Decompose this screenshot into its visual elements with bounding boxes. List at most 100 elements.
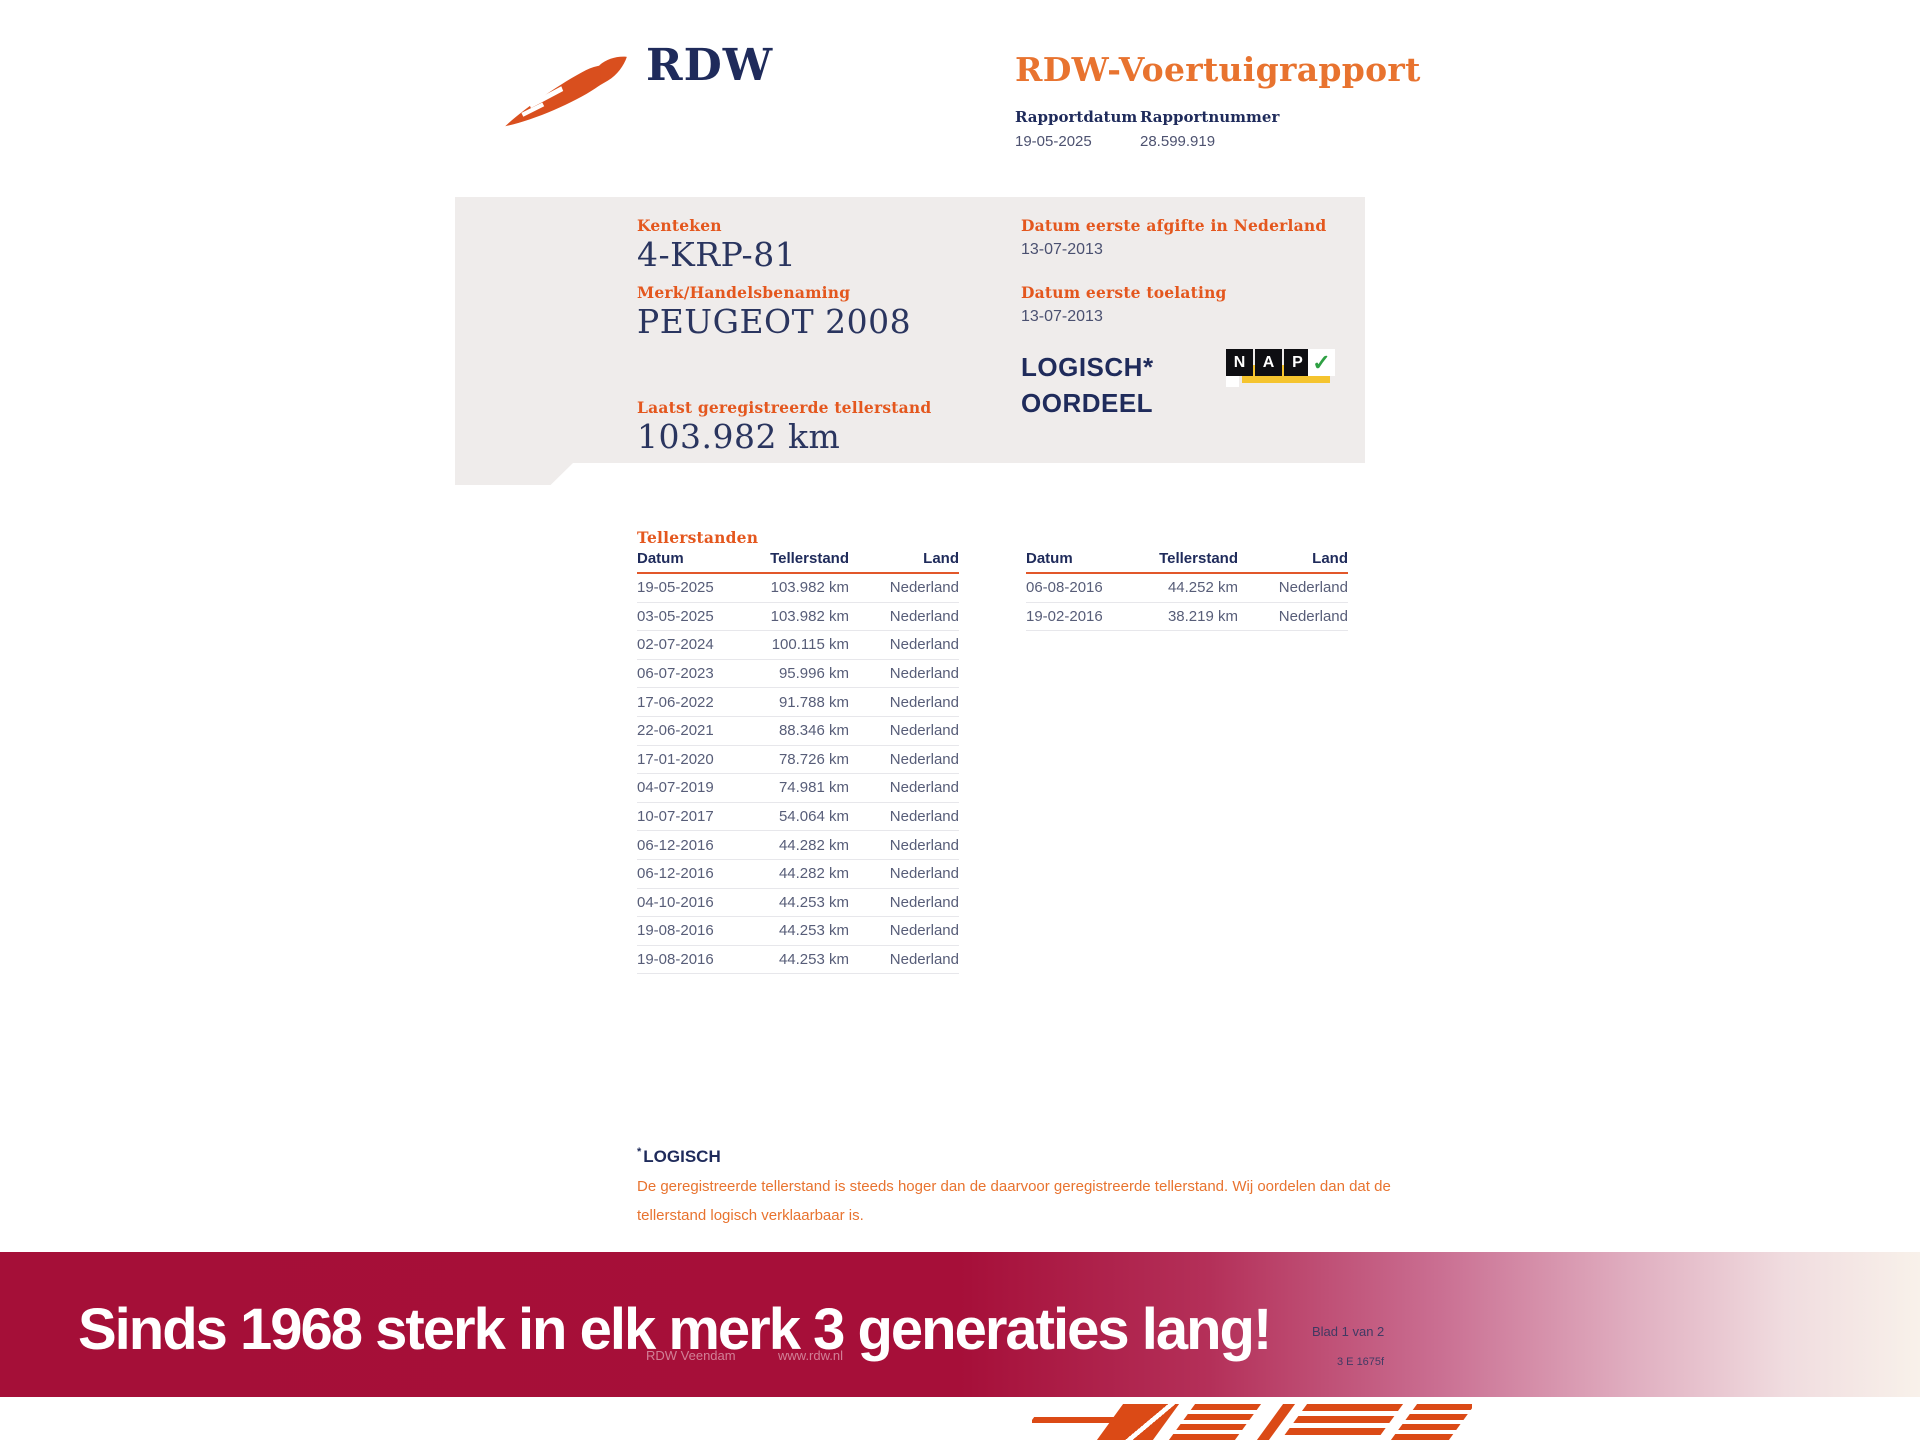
- table-row: 22-06-2021 88.346 km Nederland: [637, 717, 959, 746]
- table-row: 04-07-2019 74.981 km Nederland: [637, 774, 959, 803]
- tellerstand-label: Laatst geregistreerde tellerstand: [637, 398, 932, 417]
- cell-land: Nederland: [889, 636, 959, 654]
- vehicle-summary-box: Kenteken 4-KRP-81 Merk/Handelsbenaming P…: [455, 197, 1365, 463]
- header-tellerstand: Tellerstand: [1159, 550, 1238, 567]
- report-number-label: Rapportnummer: [1140, 108, 1280, 126]
- rdw-wing-icon: [498, 54, 636, 130]
- table-row: 19-08-2016 44.253 km Nederland: [637, 946, 959, 975]
- cell-tellerstand: 100.115 km: [771, 636, 849, 654]
- table-row: 02-07-2024 100.115 km Nederland: [637, 631, 959, 660]
- cell-land: Nederland: [889, 607, 959, 625]
- table-row: 19-05-2025 103.982 km Nederland: [637, 574, 959, 603]
- report-date-value: 19-05-2025: [1015, 133, 1092, 150]
- cell-datum: 19-08-2016: [637, 922, 714, 940]
- table-body: 19-05-2025 103.982 km Nederland 03-05-2025 1…: [637, 574, 959, 975]
- cell-datum: 04-10-2016: [637, 893, 714, 911]
- ghost-page-number: Blad 1 van 2: [1312, 1324, 1385, 1339]
- table-row: 19-02-2016 38.219 km Nederland: [1026, 603, 1348, 632]
- kenteken-label: Kenteken: [637, 216, 722, 235]
- table-row: 06-08-2016 44.252 km Nederland: [1026, 574, 1348, 603]
- cell-land: Nederland: [889, 750, 959, 768]
- cell-land: Nederland: [889, 865, 959, 883]
- cell-tellerstand: 54.064 km: [778, 808, 849, 826]
- cell-tellerstand: 44.282 km: [778, 836, 849, 854]
- merk-value: PEUGEOT 2008: [637, 302, 912, 341]
- oordeel-text: LOGISCH* OORDEEL: [1021, 349, 1154, 421]
- cell-datum: 10-07-2017: [637, 808, 714, 826]
- header-land: Land: [1312, 550, 1348, 567]
- cell-land: Nederland: [889, 808, 959, 826]
- report-number-value: 28.599.919: [1140, 133, 1216, 150]
- nap-checkmark-icon: ✓: [1308, 349, 1335, 376]
- cell-tellerstand: 44.253 km: [778, 951, 849, 969]
- cell-land: Nederland: [889, 922, 959, 940]
- ghost-form-code: 3 E 1675f: [1337, 1356, 1385, 1368]
- cell-tellerstand: 78.726 km: [778, 750, 849, 768]
- kenteken-value: 4-KRP-81: [637, 235, 797, 274]
- table-row: 06-12-2016 44.282 km Nederland: [637, 831, 959, 860]
- rdw-wordmark: RDW: [646, 40, 774, 91]
- report-date-label: Rapportdatum: [1015, 108, 1138, 126]
- cell-land: Nederland: [889, 779, 959, 797]
- cell-datum: 06-07-2023: [637, 665, 714, 683]
- cell-datum: 19-02-2016: [1026, 607, 1103, 625]
- footnote-title-text: LOGISCH: [643, 1147, 721, 1166]
- cell-land: Nederland: [889, 893, 959, 911]
- cell-datum: 03-05-2025: [637, 607, 714, 625]
- cell-land: Nederland: [1278, 579, 1348, 597]
- cell-tellerstand: 103.982 km: [770, 579, 849, 597]
- cell-datum: 06-08-2016: [1026, 579, 1103, 597]
- table-body: 06-08-2016 44.252 km Nederland 19-02-2016 38…: [1026, 574, 1348, 632]
- footnote-title: * LOGISCH: [637, 1146, 721, 1167]
- table-row: 06-07-2023 95.996 km Nederland: [637, 660, 959, 689]
- cell-datum: 22-06-2021: [637, 722, 714, 740]
- header-tellerstand: Tellerstand: [770, 550, 849, 567]
- table-row: 03-05-2025 103.982 km Nederland: [637, 603, 959, 632]
- cell-tellerstand: 74.981 km: [778, 779, 849, 797]
- cell-tellerstand: 95.996 km: [778, 665, 849, 683]
- header-datum: Datum: [1026, 550, 1073, 567]
- cell-land: Nederland: [889, 722, 959, 740]
- cell-land: Nederland: [889, 951, 959, 969]
- cell-tellerstand: 91.788 km: [778, 693, 849, 711]
- nap-letter-n: N: [1226, 349, 1253, 376]
- table-row: 17-06-2022 91.788 km Nederland: [637, 688, 959, 717]
- nap-letter-a: A: [1255, 349, 1282, 376]
- summary-box-tab: [455, 463, 573, 485]
- tellerstanden-table-left: Datum Tellerstand Land 19-05-2025 103.982…: [637, 550, 959, 975]
- cell-land: Nederland: [1278, 607, 1348, 625]
- page-title: RDW-Voertuigrapport: [1015, 50, 1421, 89]
- cell-datum: 04-07-2019: [637, 779, 714, 797]
- eerste-afgifte-value: 13-07-2013: [1021, 241, 1103, 258]
- cell-datum: 19-05-2025: [637, 579, 714, 597]
- nap-white-square: [1226, 375, 1239, 387]
- table-header-row: Datum Tellerstand Land: [637, 550, 959, 574]
- promo-banner: RDW Veendam www.rdw.nl Blad 1 van 2 3 E …: [0, 1252, 1920, 1397]
- cell-tellerstand: 44.253 km: [778, 893, 849, 911]
- oordeel-line2: OORDEEL: [1021, 388, 1154, 418]
- cell-tellerstand: 38.219 km: [1167, 607, 1238, 625]
- table-row: 17-01-2020 78.726 km Nederland: [637, 746, 959, 775]
- cell-tellerstand: 44.282 km: [778, 865, 849, 883]
- footnote-body: De geregistreerde tellerstand is steeds …: [637, 1178, 1391, 1224]
- oordeel-line1: LOGISCH*: [1021, 352, 1154, 382]
- tellerstanden-section-title: Tellerstanden: [637, 528, 759, 547]
- eerste-toelating-value: 13-07-2013: [1021, 308, 1103, 325]
- cell-land: Nederland: [889, 665, 959, 683]
- eerste-afgifte-label: Datum eerste afgifte in Nederland: [1021, 216, 1327, 235]
- tellerstanden-table-right: Datum Tellerstand Land 06-08-2016 44.252 …: [1026, 550, 1348, 632]
- cell-datum: 19-08-2016: [637, 951, 714, 969]
- cell-datum: 02-07-2024: [637, 636, 714, 654]
- ghost-footer-website: www.rdw.nl: [778, 1348, 844, 1363]
- cell-land: Nederland: [889, 579, 959, 597]
- dealer-logo: [1032, 1402, 1472, 1440]
- nap-logo: N A P ✓: [1226, 349, 1338, 391]
- header-datum: Datum: [637, 550, 684, 567]
- banner-slogan: Sinds 1968 sterk in elk merk 3 generatie…: [78, 1297, 1272, 1362]
- cell-datum: 17-06-2022: [637, 693, 714, 711]
- cell-tellerstand: 44.252 km: [1167, 579, 1238, 597]
- ghost-footer-office: RDW Veendam: [646, 1348, 736, 1363]
- cell-datum: 06-12-2016: [637, 865, 714, 883]
- cell-land: Nederland: [889, 836, 959, 854]
- cell-datum: 06-12-2016: [637, 836, 714, 854]
